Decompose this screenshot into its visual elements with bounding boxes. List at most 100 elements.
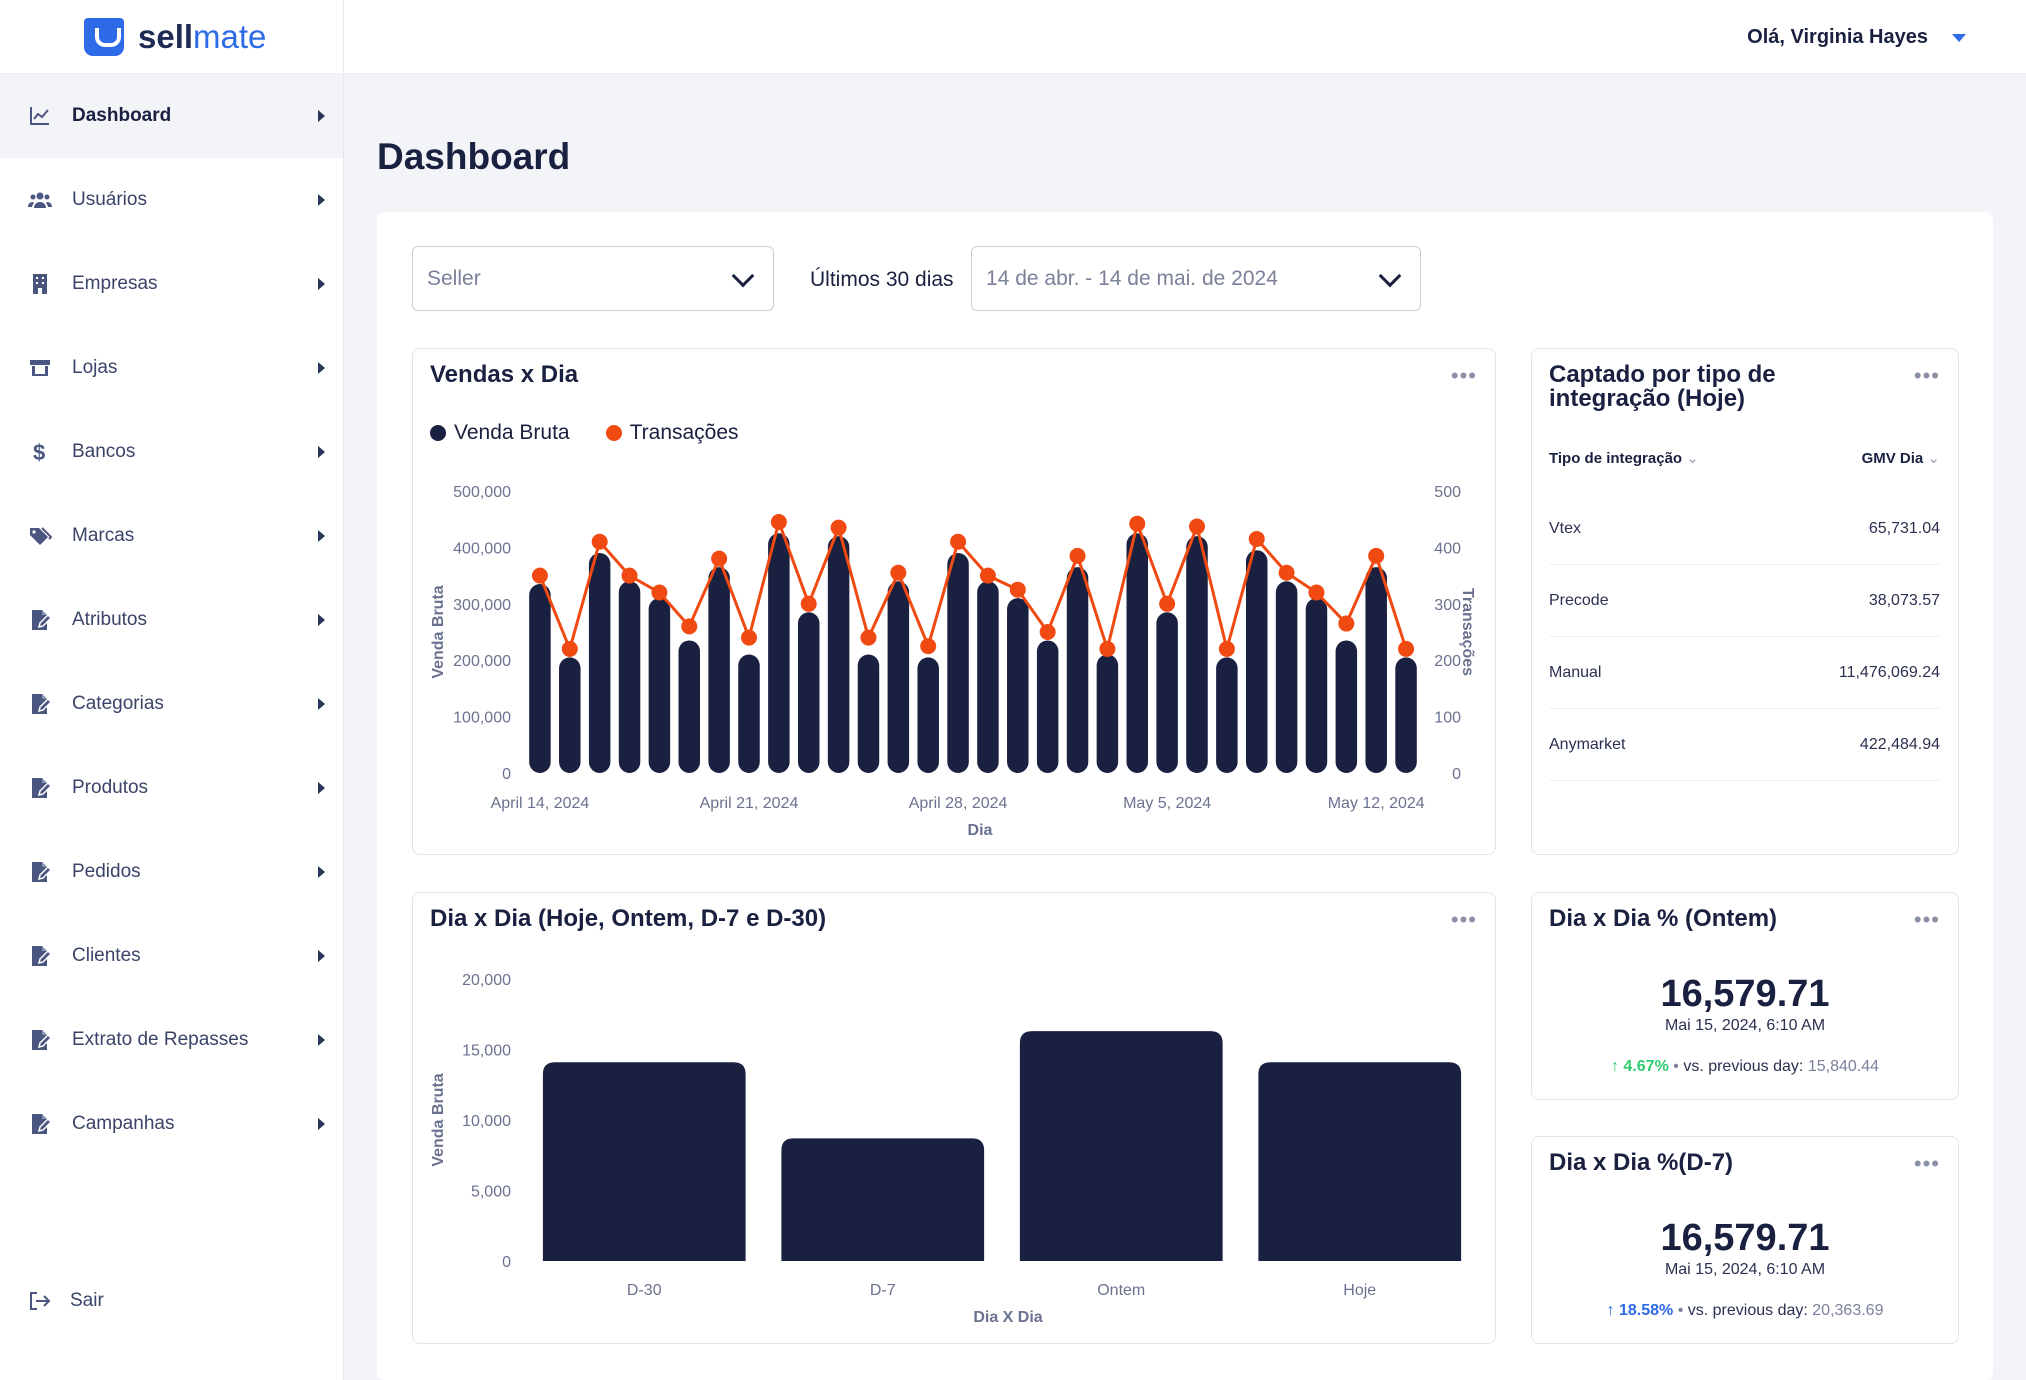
kpi-comparison-value: 20,363.69 bbox=[1812, 1302, 1884, 1319]
table-row: Precode 38,073.57 bbox=[1549, 565, 1940, 637]
sidebar-item-label: Produtos bbox=[72, 777, 149, 798]
kpi-comparison: ↑ 4.67% • vs. previous day: 15,840.44 bbox=[1610, 1058, 1880, 1075]
chevron-right-icon bbox=[318, 698, 325, 710]
sidebar-item-pedidos[interactable]: Pedidos bbox=[0, 830, 343, 914]
transactions-point bbox=[1039, 624, 1056, 640]
logout-icon bbox=[30, 1292, 51, 1310]
bar bbox=[857, 654, 880, 773]
bar bbox=[1335, 640, 1358, 773]
file-edit-icon bbox=[28, 776, 52, 800]
x-tick-label: April 14, 2024 bbox=[491, 795, 590, 812]
bar bbox=[708, 567, 730, 773]
sidebar-item-label: Empresas bbox=[72, 273, 158, 294]
kpi-card-yesterday: Dia x Dia % (Ontem) ••• 16,579.71 Mai 15… bbox=[1531, 892, 1959, 1100]
integration-card-title: Captado por tipo de integração (Hoje) bbox=[1549, 361, 1776, 412]
chart-line-icon bbox=[28, 104, 52, 128]
more-options-icon[interactable]: ••• bbox=[1450, 907, 1477, 932]
y-tick-label: 100,000 bbox=[453, 710, 511, 727]
kpi-percent: 18.58% bbox=[1618, 1302, 1674, 1319]
legend-item-transactions[interactable]: Transações bbox=[605, 421, 739, 445]
transactions-point bbox=[1398, 640, 1415, 657]
sidebar-item-label: Atributos bbox=[72, 609, 147, 630]
table-row: Anymarket 422,484.94 bbox=[1549, 709, 1940, 781]
sidebar-item-atributos[interactable]: Atributos bbox=[0, 578, 343, 662]
table-row: Vtex 65,731.04 bbox=[1549, 493, 1940, 565]
bar bbox=[1258, 1062, 1462, 1261]
sidebar-item-campanhas[interactable]: Campanhas bbox=[0, 1082, 343, 1166]
chevron-right-icon bbox=[318, 866, 325, 878]
date-range-value: 14 de abr. - 14 de mai. de 2024 bbox=[986, 266, 1278, 290]
y-tick-label: 500,000 bbox=[453, 484, 511, 501]
integration-type: Precode bbox=[1549, 591, 1609, 609]
y2-tick-label: 400 bbox=[1434, 540, 1461, 557]
bar bbox=[1305, 598, 1328, 773]
logo[interactable]: sellmate bbox=[0, 0, 343, 74]
kpi-comparison-label: vs. previous day: bbox=[1687, 1302, 1808, 1319]
y-tick-label: 5,000 bbox=[471, 1184, 511, 1201]
logout-button[interactable]: Sair bbox=[28, 1290, 104, 1312]
kpi-value: 16,579.71 bbox=[1660, 1217, 1830, 1259]
more-options-icon[interactable]: ••• bbox=[1913, 1151, 1940, 1176]
file-edit-icon bbox=[28, 944, 52, 968]
sales-chart: 0 100,000 200,000 300,000 400,000 500,000 0 100… bbox=[430, 484, 1476, 839]
integration-type: Anymarket bbox=[1549, 735, 1626, 753]
sidebar-item-produtos[interactable]: Produtos bbox=[0, 746, 343, 830]
sidebar-item-usuários[interactable]: Usuários bbox=[0, 158, 343, 242]
top-bar: Olá, Virginia Hayes bbox=[344, 0, 2026, 74]
kpi-title: Dia x Dia %(D-7) bbox=[1549, 1149, 1734, 1176]
kpi-title: Dia x Dia % (Ontem) bbox=[1549, 905, 1778, 932]
sidebar-item-extrato-de-repasses[interactable]: Extrato de Repasses bbox=[0, 998, 343, 1082]
integration-card: Captado por tipo de integração (Hoje) •••… bbox=[1531, 348, 1959, 855]
seller-select[interactable]: Seller bbox=[412, 246, 774, 311]
users-icon bbox=[28, 188, 52, 212]
chevron-right-icon bbox=[318, 446, 325, 458]
transactions-point bbox=[979, 567, 996, 584]
sidebar: sellmate Dashboard Usuários Empresas Lojas $… bbox=[0, 0, 344, 1380]
logout-label: Sair bbox=[70, 1290, 104, 1311]
transactions-point bbox=[800, 595, 817, 612]
bar bbox=[1126, 533, 1149, 773]
sidebar-item-label: Marcas bbox=[72, 525, 135, 546]
y-tick-label: 20,000 bbox=[462, 972, 511, 989]
sidebar-item-marcas[interactable]: Marcas bbox=[0, 494, 343, 578]
sidebar-item-dashboard[interactable]: Dashboard bbox=[0, 74, 343, 158]
building-icon bbox=[28, 272, 52, 296]
x-tick-label: Ontem bbox=[1097, 1282, 1145, 1299]
integration-gmv: 65,731.04 bbox=[1868, 519, 1940, 537]
y-tick-label: 10,000 bbox=[462, 1113, 511, 1130]
bar bbox=[917, 657, 939, 773]
user-menu[interactable]: Olá, Virginia Hayes bbox=[1747, 26, 1966, 49]
more-options-icon[interactable]: ••• bbox=[1450, 363, 1477, 388]
sidebar-item-bancos[interactable]: $ Bancos bbox=[0, 410, 343, 494]
more-options-icon[interactable]: ••• bbox=[1913, 363, 1940, 388]
sidebar-item-clientes[interactable]: Clientes bbox=[0, 914, 343, 998]
transactions-point bbox=[830, 519, 847, 536]
sidebar-item-categorias[interactable]: Categorias bbox=[0, 662, 343, 746]
bar bbox=[768, 533, 790, 773]
y2-tick-label: 0 bbox=[1452, 766, 1461, 783]
date-range-select[interactable]: 14 de abr. - 14 de mai. de 2024 bbox=[971, 246, 1421, 311]
transactions-point bbox=[711, 550, 728, 567]
tags-icon bbox=[28, 524, 52, 548]
column-header-type[interactable]: Tipo de integração ⌄ bbox=[1549, 450, 1699, 467]
bar bbox=[1007, 598, 1029, 773]
logo-icon bbox=[84, 17, 124, 56]
sidebar-item-empresas[interactable]: Empresas bbox=[0, 242, 343, 326]
more-options-icon[interactable]: ••• bbox=[1913, 907, 1940, 932]
file-edit-icon bbox=[28, 860, 52, 884]
sidebar-item-lojas[interactable]: Lojas bbox=[0, 326, 343, 410]
column-header-gmv[interactable]: GMV Dia ⌄ bbox=[1861, 450, 1940, 467]
y2-tick-label: 200 bbox=[1434, 653, 1461, 670]
sidebar-item-label: Pedidos bbox=[72, 861, 141, 882]
bar bbox=[738, 654, 760, 773]
file-edit-icon bbox=[28, 692, 52, 716]
sales-chart-card: Vendas x Dia ••• Venda Bruta Transações … bbox=[412, 348, 1496, 855]
kpi-percent: 4.67% bbox=[1623, 1058, 1669, 1075]
sidebar-item-label: Dashboard bbox=[72, 105, 172, 126]
transactions-point bbox=[531, 567, 548, 584]
y-tick-label: 0 bbox=[502, 766, 511, 783]
chevron-right-icon bbox=[318, 782, 325, 794]
legend-item-gross[interactable]: Venda Bruta bbox=[430, 421, 570, 445]
transactions-point bbox=[1129, 515, 1146, 532]
dollar-icon: $ bbox=[28, 440, 52, 464]
